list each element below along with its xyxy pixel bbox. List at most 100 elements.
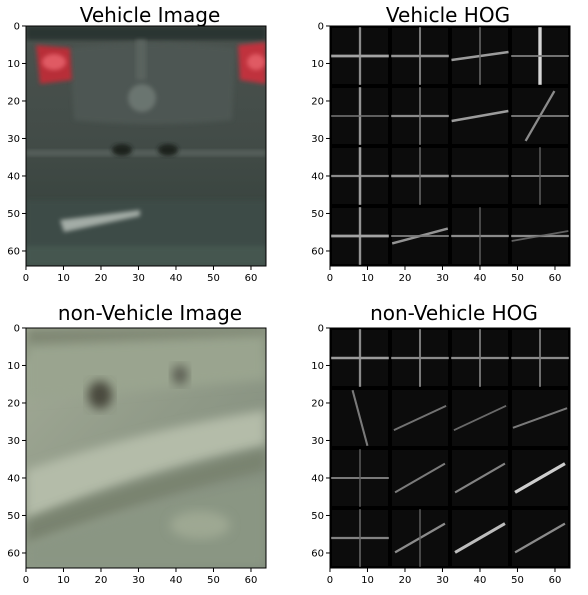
vehicle-hog-ytick-label: 30 bbox=[311, 134, 324, 145]
nonvehicle-hog-ytick-label: 10 bbox=[311, 361, 324, 372]
vehicle-image-title: Vehicle Image bbox=[80, 3, 221, 27]
vehicle-image-axes: 0 10 20 30 40 50 60 0 10 20 30 40 50 60 bbox=[7, 21, 257, 284]
vehicle-hog-xtick-label: 0 bbox=[327, 273, 333, 284]
vehicle-image-panel: Vehicle Image 0 10 20 30 40 50 60 bbox=[7, 3, 267, 284]
hog-cell bbox=[391, 87, 449, 145]
hog-cell bbox=[331, 329, 389, 387]
nonvehicle-image-panel: non-Vehicle Image 0 10 20 30 40 50 60 0 10 20 30 40… bbox=[7, 301, 267, 586]
vehicle-image-xtick-label: 10 bbox=[57, 273, 70, 284]
nonvehicle-hog-xtick-label: 60 bbox=[549, 575, 562, 586]
vehicle-image-xtick-label: 50 bbox=[207, 273, 220, 284]
vehicle-hog-xtick-label: 40 bbox=[474, 273, 487, 284]
nonvehicle-hog-ytick-label: 30 bbox=[311, 436, 324, 447]
nonvehicle-hog-ytick-label: 20 bbox=[311, 398, 324, 409]
nonvehicle-image-xtick-label: 50 bbox=[207, 575, 220, 586]
nonvehicle-image-ytick-label: 50 bbox=[7, 511, 20, 522]
nonvehicle-hog-axes: 0 10 20 30 40 50 60 0 10 20 30 40 50 60 bbox=[311, 323, 561, 586]
nonvehicle-image-ytick-label: 40 bbox=[7, 473, 20, 484]
nonvehicle-hog-xtick-label: 10 bbox=[361, 575, 374, 586]
hog-cell bbox=[511, 208, 569, 264]
hog-cell bbox=[452, 510, 508, 566]
vehicle-image-ytick-label: 30 bbox=[7, 134, 20, 145]
nonvehicle-hog-xtick-label: 0 bbox=[327, 575, 333, 586]
nonvehicle-image-xtick-label: 30 bbox=[132, 575, 145, 586]
vehicle-hog-xtick-label: 20 bbox=[399, 273, 412, 284]
hog-cell bbox=[452, 450, 508, 506]
nonvehicle-image-title: non-Vehicle Image bbox=[58, 301, 242, 325]
nonvehicle-image-ytick-label: 30 bbox=[7, 436, 20, 447]
nonvehicle-image-ytick-label: 10 bbox=[7, 361, 20, 372]
vehicle-hog-ytick-label: 50 bbox=[311, 209, 324, 220]
nonvehicle-image-xtick-label: 0 bbox=[23, 575, 29, 586]
vehicle-hog-title: Vehicle HOG bbox=[386, 3, 510, 27]
vehicle-hog-axes: 0 10 20 30 40 50 60 0 10 20 30 40 50 60 bbox=[311, 21, 561, 284]
nonvehicle-image-ytick-label: 20 bbox=[7, 398, 20, 409]
nonvehicle-image-xtick-label: 10 bbox=[57, 575, 70, 586]
hog-cell bbox=[451, 88, 509, 144]
hog-cell bbox=[331, 509, 389, 567]
vehicle-image-ytick-label: 50 bbox=[7, 209, 20, 220]
hog-cell bbox=[511, 329, 569, 387]
nonvehicle-hog-ytick-label: 50 bbox=[311, 511, 324, 522]
nonvehicle-image-xtick-label: 40 bbox=[170, 575, 183, 586]
hog-cell bbox=[331, 207, 389, 265]
nonvehicle-image-xtick-label: 20 bbox=[95, 575, 108, 586]
nonvehicle-hog-ytick-label: 40 bbox=[311, 473, 324, 484]
vehicle-hog-ytick-label: 40 bbox=[311, 171, 324, 182]
vehicle-image-ytick-label: 20 bbox=[7, 96, 20, 107]
hog-cell bbox=[511, 88, 569, 144]
hog-cell bbox=[452, 390, 508, 446]
nonvehicle-image-axes: 0 10 20 30 40 50 60 0 10 20 30 40 50 60 bbox=[7, 323, 257, 586]
vehicle-hog-xtick-label: 30 bbox=[436, 273, 449, 284]
nonvehicle-image-ytick-label: 60 bbox=[7, 548, 20, 559]
hog-cell bbox=[512, 450, 568, 506]
hog-cell bbox=[392, 450, 448, 506]
hog-cell bbox=[331, 27, 389, 85]
vehicle-image-ytick-label: 0 bbox=[14, 21, 20, 32]
hog-cell bbox=[331, 87, 389, 145]
vehicle-hog-xtick-label: 10 bbox=[361, 273, 374, 284]
hog-cell bbox=[512, 510, 568, 566]
vehicle-hog-xtick-label: 50 bbox=[511, 273, 524, 284]
nonvehicle-hog-title: non-Vehicle HOG bbox=[370, 301, 538, 325]
hog-cell bbox=[451, 148, 509, 204]
vehicle-hog-ytick-label: 0 bbox=[318, 21, 324, 32]
nonvehicle-hog-visualization bbox=[330, 328, 570, 568]
nonvehicle-hog-xtick-label: 30 bbox=[436, 575, 449, 586]
vehicle-image-xtick-label: 40 bbox=[170, 273, 183, 284]
vehicle-image-ytick-label: 40 bbox=[7, 171, 20, 182]
vehicle-image-xtick-label: 0 bbox=[23, 273, 29, 284]
hog-cell bbox=[451, 27, 509, 85]
hog-cell bbox=[391, 147, 449, 205]
hog-cell bbox=[391, 208, 449, 264]
vehicle-image-ytick-label: 10 bbox=[7, 59, 20, 70]
nonvehicle-hog-xtick-label: 20 bbox=[399, 575, 412, 586]
nonvehicle-image-xtick-label: 60 bbox=[245, 575, 258, 586]
hog-cell bbox=[512, 390, 568, 446]
vehicle-hog-panel: Vehicle HOG 0 10 20 30 40 50 60 0 10 20 30 40 50 60 bbox=[311, 3, 571, 284]
vehicle-hog-xtick-label: 60 bbox=[549, 273, 562, 284]
vehicle-hog-ytick-label: 20 bbox=[311, 96, 324, 107]
nonvehicle-hog-xtick-label: 50 bbox=[511, 575, 524, 586]
vehicle-image-xtick-label: 60 bbox=[245, 273, 258, 284]
hog-cell bbox=[391, 329, 449, 387]
vehicle-image-ytick-label: 60 bbox=[7, 246, 20, 257]
nonvehicle-image-ytick-label: 0 bbox=[14, 323, 20, 334]
hog-cell bbox=[451, 329, 509, 387]
hog-cell bbox=[331, 147, 389, 205]
road-photo bbox=[26, 328, 266, 568]
vehicle-image-xtick-label: 30 bbox=[132, 273, 145, 284]
nonvehicle-hog-panel: non-Vehicle HOG 0 10 20 30 40 50 60 0 10 20 30 40 50… bbox=[311, 301, 571, 586]
vehicle-photo bbox=[26, 26, 266, 266]
hog-cell bbox=[392, 390, 448, 446]
hog-cell bbox=[331, 449, 389, 507]
hog-cell bbox=[511, 27, 569, 85]
hog-cell bbox=[332, 389, 388, 447]
vehicle-hog-ytick-label: 10 bbox=[311, 59, 324, 70]
hog-cell bbox=[511, 147, 569, 205]
vehicle-hog-ytick-label: 60 bbox=[311, 246, 324, 257]
nonvehicle-hog-ytick-label: 0 bbox=[318, 323, 324, 334]
hog-cell bbox=[392, 509, 448, 567]
nonvehicle-hog-ytick-label: 60 bbox=[311, 548, 324, 559]
